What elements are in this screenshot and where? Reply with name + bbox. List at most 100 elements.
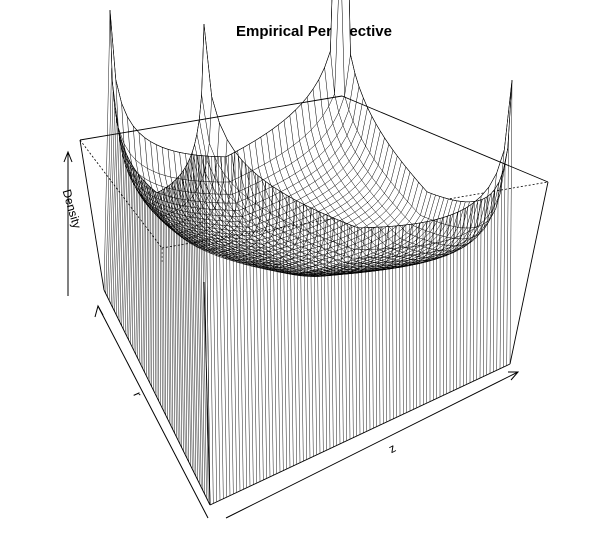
x-axis-arrow [225, 371, 520, 519]
left-face-line [144, 182, 147, 373]
mesh-line-v [170, 183, 453, 277]
front-face-line [381, 226, 384, 424]
mesh-line-v [126, 116, 373, 228]
front-face-line [391, 226, 394, 419]
left-face-line [181, 172, 186, 455]
z-axis-arrow [63, 150, 73, 296]
front-face-line [279, 190, 284, 471]
left-face-line [183, 169, 188, 459]
left-face-line [109, 106, 115, 301]
axis-arrows [63, 150, 520, 519]
front-face-line [251, 170, 257, 484]
left-face-line [151, 188, 153, 387]
box-edge-bottom-right [209, 363, 511, 506]
left-face-line [119, 148, 125, 323]
front-face-line [299, 202, 304, 462]
left-face-line [200, 104, 207, 498]
left-face-line [163, 189, 165, 412]
front-face-line [409, 224, 411, 412]
mesh-line-v [119, 86, 360, 211]
left-face-line [191, 154, 197, 477]
left-face-line [149, 187, 151, 384]
front-face-line [296, 200, 301, 463]
front-face-line [337, 219, 341, 444]
front-face-line [248, 167, 254, 485]
left-face-line [192, 149, 198, 480]
front-face-line [459, 210, 461, 388]
box-edge-top-back [79, 95, 343, 141]
mesh-line-v [109, 0, 333, 158]
front-face-line [285, 194, 291, 468]
front-face-line [316, 210, 321, 454]
back-edge-top-left [79, 139, 163, 249]
front-face-line [398, 225, 401, 416]
front-face-line [241, 159, 247, 488]
left-face-line [114, 133, 120, 312]
left-face-line [123, 155, 128, 330]
front-face-line [323, 213, 327, 451]
front-face-line [364, 227, 367, 432]
mesh-line-v [166, 187, 445, 277]
r-axis-label: r [130, 390, 144, 399]
mesh-line-v [161, 190, 436, 276]
left-face-line [128, 164, 133, 341]
front-face-line [350, 225, 354, 438]
left-face-line [164, 188, 167, 416]
left-face-line [124, 159, 130, 334]
front-face-line [224, 134, 231, 496]
mesh-line-v [184, 167, 479, 275]
left-face-line [180, 174, 184, 452]
mesh-line-v [199, 119, 504, 259]
mesh-line-v [154, 187, 424, 272]
left-face-line [105, 68, 112, 294]
front-face-line [313, 209, 317, 455]
left-face-line [132, 169, 136, 348]
left-face-line [116, 138, 122, 316]
front-face-line [378, 227, 381, 426]
mesh-line-v [130, 131, 381, 237]
box-edge-right-vertical [509, 181, 549, 365]
front-face-line [306, 205, 311, 459]
front-face-line [473, 202, 475, 382]
mesh-line-v [114, 54, 351, 195]
left-face-line [142, 181, 145, 369]
mesh-line-v [201, 94, 509, 250]
z-axis-label: Density [60, 188, 84, 230]
front-face-line [463, 208, 465, 386]
x-axis-label: z [386, 441, 398, 456]
front-face-line [244, 163, 251, 487]
front-face-line [456, 212, 458, 390]
front-face-line [258, 176, 264, 480]
left-face-line [133, 171, 137, 351]
front-face-line [261, 178, 267, 479]
front-face-line [210, 92, 217, 502]
mesh-line-v [173, 181, 458, 277]
front-face-line [275, 188, 281, 473]
front-face-line [272, 186, 277, 474]
density-surface [103, 0, 513, 506]
front-face-line [479, 196, 482, 379]
front-face-line [412, 224, 414, 410]
front-face-line [469, 204, 472, 383]
left-face-line [186, 164, 191, 466]
left-face-line [126, 162, 131, 337]
front-face-line [302, 204, 307, 460]
mesh-line-v [147, 172, 411, 263]
left-face-line [103, 10, 111, 291]
left-face-line [172, 182, 175, 434]
front-face-line [368, 227, 371, 430]
front-face-line [231, 146, 237, 493]
mesh-line-v [192, 152, 492, 271]
mesh-line-v [128, 123, 377, 233]
left-face-line [195, 137, 202, 488]
left-face-line [140, 179, 144, 366]
front-face-line [489, 183, 492, 374]
mesh-line-v [152, 182, 419, 269]
box-edge-front-vertical [203, 281, 211, 506]
front-face-line [496, 169, 499, 371]
front-face-line [340, 221, 344, 443]
front-face-line [357, 227, 361, 435]
front-face-line [506, 125, 509, 366]
left-face-line [197, 129, 204, 491]
